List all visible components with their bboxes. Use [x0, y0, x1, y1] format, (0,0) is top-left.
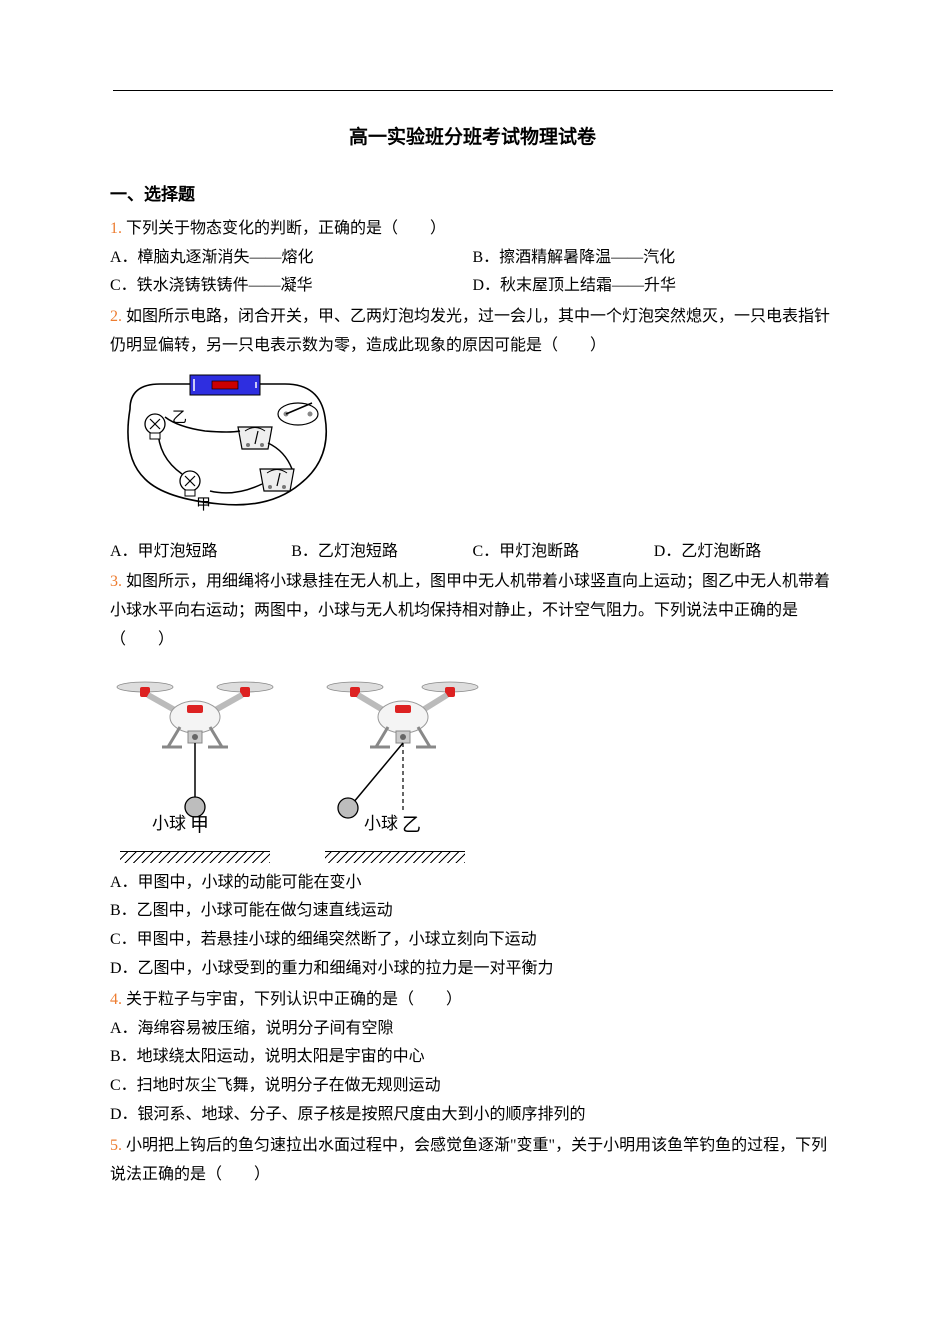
q2-circuit-diagram: 乙 甲: [110, 369, 835, 530]
ground-hatch-yi: [325, 851, 465, 863]
svg-text:小球: 小球: [152, 814, 186, 833]
page-title: 高一实验班分班考试物理试卷: [110, 121, 835, 155]
question-2: 2. 如图所示电路，闭合开关，甲、乙两灯泡均发光，过一会儿，其中一个灯泡突然熄灭…: [110, 303, 835, 566]
svg-text:小球: 小球: [364, 814, 398, 833]
q3-diagram-pair: 小球 甲: [110, 665, 835, 863]
question-1: 1. 下列关于物态变化的判断，正确的是（ ） A．樟脑丸逐渐消失——熔化 B．擦…: [110, 215, 835, 301]
q3-choice-b: B．乙图中，小球可能在做匀速直线运动: [110, 902, 393, 919]
q1-number: 1.: [110, 220, 122, 237]
q4-number: 4.: [110, 991, 122, 1008]
q1-choice-b: B．擦酒精解暑降温——汽化: [473, 244, 836, 273]
q4-choice-c: C．扫地时灰尘飞舞，说明分子在做无规则运动: [110, 1077, 441, 1094]
q2-choice-a: A．甲灯泡短路: [110, 538, 291, 567]
question-4: 4. 关于粒子与宇宙，下列认识中正确的是（ ） A．海绵容易被压缩，说明分子间有…: [110, 986, 835, 1130]
ground-hatch-jia: [120, 851, 270, 863]
q1-stem: 下列关于物态变化的判断，正确的是（ ）: [122, 220, 446, 237]
q3-drone-jia: 小球 甲: [110, 665, 280, 863]
q3-number: 3.: [110, 573, 122, 590]
q4-choice-d: D．银河系、地球、分子、原子核是按照尺度由大到小的顺序排列的: [110, 1106, 586, 1123]
q2-choice-b: B．乙灯泡短路: [291, 538, 472, 567]
q3-choice-d: D．乙图中，小球受到的重力和细绳对小球的拉力是一对平衡力: [110, 960, 554, 977]
svg-text:乙: 乙: [402, 815, 421, 836]
q2-number: 2.: [110, 308, 122, 325]
q4-choice-a: A．海绵容易被压缩，说明分子间有空隙: [110, 1020, 394, 1037]
question-3: 3. 如图所示，用细绳将小球悬挂在无人机上，图甲中无人机带着小球竖直向上运动；图…: [110, 568, 835, 983]
q2-label-jia: 甲: [196, 497, 211, 513]
q4-choice-b: B．地球绕太阳运动，说明太阳是宇宙的中心: [110, 1048, 425, 1065]
q2-choice-c: C．甲灯泡断路: [473, 538, 654, 567]
q1-choice-a: A．樟脑丸逐渐消失——熔化: [110, 244, 473, 273]
q2-label-yi: 乙: [172, 410, 187, 426]
q1-choice-c: C．铁水浇铸铁铸件——凝华: [110, 272, 473, 301]
q5-number: 5.: [110, 1137, 122, 1154]
q5-stem: 小明把上钩后的鱼匀速拉出水面过程中，会感觉鱼逐渐"变重"，关于小明用该鱼竿钓鱼的…: [110, 1137, 827, 1183]
q3-stem: 如图所示，用细绳将小球悬挂在无人机上，图甲中无人机带着小球竖直向上运动；图乙中无…: [110, 573, 830, 648]
q3-choice-a: A．甲图中，小球的动能可能在变小: [110, 874, 362, 891]
q3-drone-yi: 小球 乙: [310, 665, 480, 863]
q1-choice-d: D．秋末屋顶上结霜——升华: [473, 272, 836, 301]
section-1-heading: 一、选择题: [110, 180, 835, 211]
q2-choice-d: D．乙灯泡断路: [654, 538, 835, 567]
q3-choice-c: C．甲图中，若悬挂小球的细绳突然断了，小球立刻向下运动: [110, 931, 537, 948]
header-rule: [113, 90, 833, 91]
q2-stem: 如图所示电路，闭合开关，甲、乙两灯泡均发光，过一会儿，其中一个灯泡突然熄灭，一只…: [110, 308, 830, 354]
svg-text:甲: 甲: [190, 815, 209, 836]
question-5: 5. 小明把上钩后的鱼匀速拉出水面过程中，会感觉鱼逐渐"变重"，关于小明用该鱼竿…: [110, 1132, 835, 1190]
q4-stem: 关于粒子与宇宙，下列认识中正确的是（ ）: [122, 991, 462, 1008]
